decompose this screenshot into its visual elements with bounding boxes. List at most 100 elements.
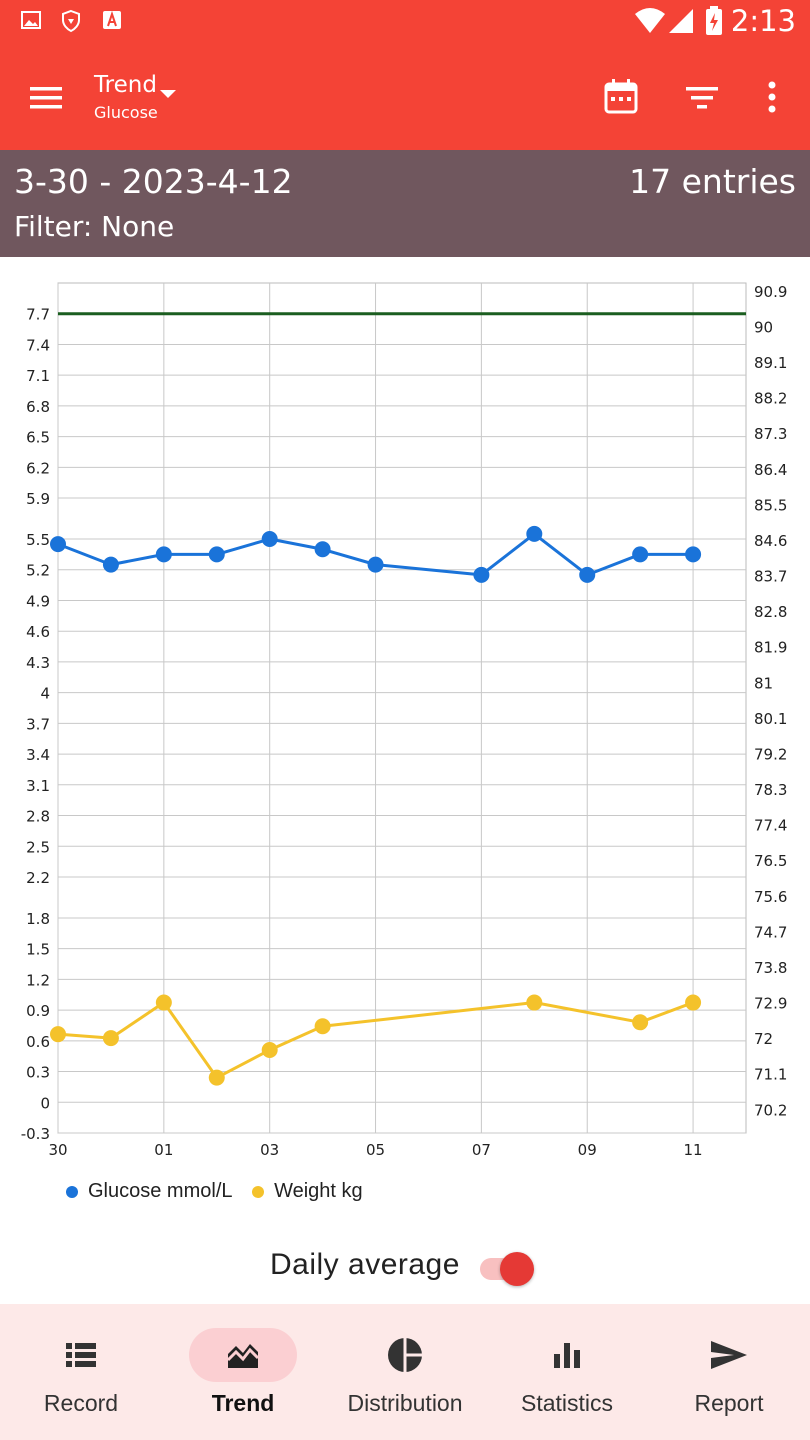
- page-subtitle[interactable]: Glucose: [94, 103, 158, 122]
- y-right-tick-label: 71.1: [754, 1066, 787, 1084]
- y-left-tick-label: 2.5: [26, 838, 50, 856]
- y-right-tick-label: 72: [754, 1030, 773, 1048]
- y-left-tick-label: 7.4: [26, 336, 50, 354]
- data-point: [155, 994, 172, 1011]
- date-range[interactable]: 3-30 - 2023-4-12: [14, 162, 293, 201]
- y-right-tick-label: 85.5: [754, 496, 787, 514]
- x-tick-label: 03: [260, 1141, 279, 1159]
- entries-count: 17 entries: [629, 162, 796, 201]
- y-left-tick-label: 2.2: [26, 869, 50, 887]
- nav-item-distribution[interactable]: Distribution: [324, 1304, 486, 1440]
- nav-item-record[interactable]: Record: [0, 1304, 162, 1440]
- filter-status[interactable]: Filter: None: [14, 210, 175, 243]
- nav-item-trend[interactable]: Trend: [162, 1304, 324, 1440]
- date-range-bar[interactable]: 3-30 - 2023-4-12 17 entries Filter: None: [0, 150, 810, 257]
- x-tick-label: 01: [154, 1141, 173, 1159]
- cellular-signal-icon: [669, 9, 693, 33]
- nav-label-statistics: Statistics: [520, 1390, 614, 1416]
- legend-item-glucose: Glucose mmol/L: [66, 1180, 233, 1203]
- shield-icon: [62, 9, 80, 33]
- y-left-tick-label: 3.1: [26, 777, 50, 795]
- y-right-tick-label: 88.2: [754, 390, 787, 408]
- y-left-tick-label: 5.9: [26, 490, 50, 508]
- nav-item-statistics[interactable]: Statistics: [486, 1304, 648, 1440]
- y-left-tick-label: 1.5: [26, 941, 50, 959]
- data-point: [102, 556, 119, 573]
- bar-chart-icon: [554, 1343, 580, 1368]
- y-left-tick-label: 6.5: [26, 429, 50, 447]
- send-icon: [711, 1341, 747, 1369]
- y-right-tick-label: 73.8: [754, 959, 787, 977]
- battery-charging-icon: [706, 6, 722, 35]
- y-right-tick-label: 70.2: [754, 1101, 787, 1119]
- data-point: [50, 536, 66, 553]
- chart-legend: Glucose mmol/L Weight kg: [66, 1180, 377, 1204]
- bottom-navigation: Record Trend Distribution Statistic: [0, 1304, 810, 1440]
- daily-average-row: Daily average: [0, 1248, 810, 1288]
- switch-thumb: [500, 1252, 534, 1286]
- data-point: [579, 566, 596, 583]
- y-right-tick-label: 76.5: [754, 852, 787, 870]
- calendar-icon[interactable]: [600, 76, 644, 120]
- y-right-tick-label: 90: [754, 318, 773, 336]
- y-right-tick-label: 81.9: [754, 639, 787, 657]
- nav-label-distribution: Distribution: [347, 1390, 463, 1416]
- trend-chart[interactable]: -0.3 0 0.3 0.6 0.9 1.2 1.5 1.8 2.2 2.5 2.8 3.1 3.4 3.…: [0, 257, 810, 1177]
- daily-average-switch[interactable]: [478, 1252, 536, 1286]
- data-point: [50, 1026, 66, 1043]
- weight-legend-dot: [252, 1185, 265, 1198]
- y-left-tick-label: 6.2: [26, 459, 50, 477]
- data-point: [526, 994, 543, 1011]
- wifi-icon: [635, 8, 665, 33]
- y-left-tick-label: 7.1: [26, 367, 50, 385]
- font-icon: [103, 10, 121, 29]
- app-bar: Trend Glucose: [0, 46, 810, 150]
- y-right-tick-label: 84.6: [754, 532, 787, 550]
- data-point: [632, 546, 649, 563]
- y-right-tick-label: 77.4: [754, 817, 787, 835]
- y-right-tick-label: 89.1: [754, 354, 787, 372]
- y-left-tick-label: 0.9: [26, 1002, 50, 1020]
- y-left-tick-label: 4.9: [26, 592, 50, 610]
- y-right-tick-label: 75.6: [754, 888, 787, 906]
- y-left-tick-label: 0: [40, 1094, 50, 1112]
- y-right-tick-label: 81: [754, 674, 773, 692]
- data-point: [632, 1014, 649, 1031]
- image-icon: [21, 11, 41, 29]
- y-right-tick-label: 82.8: [754, 603, 787, 621]
- nav-icon-wrap: [675, 1328, 783, 1382]
- series-line: [57, 532, 694, 577]
- x-tick-label: 07: [472, 1141, 491, 1159]
- y-left-tick-label: 5.5: [26, 531, 50, 549]
- nav-label-trend: Trend: [211, 1390, 275, 1416]
- data-point: [261, 1041, 278, 1058]
- filter-icon[interactable]: [680, 76, 724, 120]
- nav-item-report[interactable]: Report: [648, 1304, 810, 1440]
- legend-label-glucose: Glucose mmol/L: [88, 1180, 233, 1202]
- data-point: [208, 546, 225, 563]
- dropdown-caret-icon[interactable]: [158, 88, 178, 100]
- y-left-tick-label: 7.7: [26, 306, 50, 324]
- x-tick-label: 11: [684, 1141, 703, 1159]
- page-title[interactable]: Trend: [94, 72, 157, 98]
- data-point: [526, 525, 543, 542]
- x-tick-label: 09: [578, 1141, 597, 1159]
- data-point: [367, 556, 384, 573]
- y-left-tick-label: 4.3: [26, 654, 50, 672]
- data-point: [155, 546, 172, 563]
- more-vert-icon[interactable]: [750, 76, 794, 120]
- y-left-tick-label: 0.6: [26, 1033, 50, 1051]
- y-right-tick-label: 87.3: [754, 425, 787, 443]
- data-point: [685, 546, 702, 563]
- y-left-tick-label: 4: [40, 685, 50, 703]
- y-right-tick-label: 79.2: [754, 745, 787, 763]
- x-tick-label: 30: [48, 1141, 67, 1159]
- menu-icon[interactable]: [28, 78, 64, 118]
- nav-icon-wrap: [189, 1328, 297, 1382]
- data-point: [102, 1030, 119, 1047]
- x-tick-label: 05: [366, 1141, 385, 1159]
- legend-item-weight: Weight kg: [252, 1180, 363, 1203]
- status-bar: 2:13: [0, 0, 810, 46]
- y-left-tick-label: 6.8: [26, 398, 50, 416]
- nav-icon-wrap: [351, 1328, 459, 1382]
